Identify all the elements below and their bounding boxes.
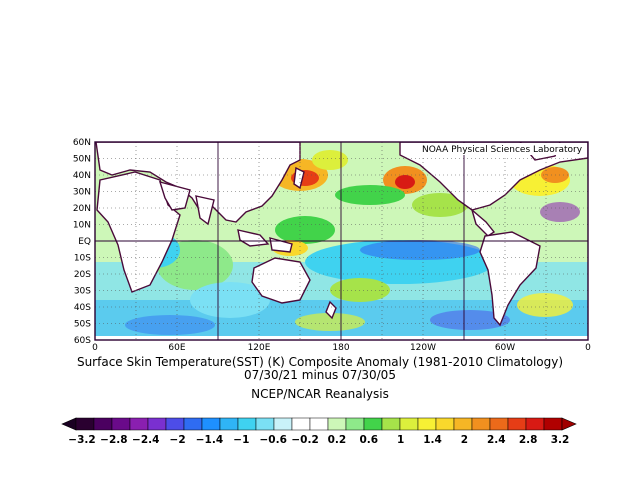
- colorbar-label: 0.2: [328, 434, 347, 446]
- colorbar-swatch: [507, 417, 527, 431]
- colorbar-label: 0.6: [359, 434, 378, 446]
- lon-tick: 0: [585, 343, 591, 353]
- map-frame: [94, 141, 589, 341]
- graticule: [95, 142, 588, 340]
- lat-tick: 60S: [74, 336, 91, 346]
- landmasses: [95, 142, 588, 340]
- lat-tick: 60N: [73, 138, 91, 148]
- colorbar-swatch: [453, 417, 473, 431]
- colorbar-swatch: [471, 417, 491, 431]
- colorbar: −3.2 −2.8 −2.4 −2 −1.4 −1 −0.6 −0.2 0.2 0.6 1 1.4 2 2…: [61, 417, 577, 446]
- lon-tick: 120E: [248, 343, 271, 353]
- lat-tick: 30S: [74, 287, 91, 297]
- colorbar-swatch: [345, 417, 365, 431]
- caption-source: NCEP/NCAR Reanalysis: [251, 387, 389, 401]
- lon-tick: 60E: [168, 343, 185, 353]
- lon-tick: 0: [92, 343, 98, 353]
- colorbar-swatch: [525, 417, 545, 431]
- lat-tick: 10S: [74, 254, 91, 264]
- colorbar-swatch: [417, 417, 437, 431]
- lon-tick: 180: [332, 343, 349, 353]
- colorbar-label: −2: [170, 434, 186, 446]
- lat-axis: 60N 50N 40N 30N 20N 10N EQ 10S 20S 30S 4…: [73, 138, 91, 346]
- colorbar-swatch: [165, 417, 185, 431]
- lon-axis: 0 60E 120E 180 120W 60W 0: [92, 343, 591, 353]
- colorbar-label: 2.8: [519, 434, 538, 446]
- lat-tick: 50S: [74, 320, 91, 330]
- lat-tick: EQ: [78, 237, 91, 247]
- colorbar-swatch: [291, 417, 311, 431]
- colorbar-label: 2: [461, 434, 468, 446]
- lat-tick: 50N: [73, 155, 91, 165]
- colorbar-swatch: [237, 417, 257, 431]
- colorbar-swatch: [399, 417, 419, 431]
- credit-label: NOAA Physical Sciences Laboratory: [422, 145, 583, 155]
- lat-tick: 20S: [74, 270, 91, 280]
- caption-title: Surface Skin Temperature(SST) (K) Compos…: [76, 355, 564, 369]
- lat-tick: 20N: [73, 204, 91, 214]
- lat-tick: 40S: [74, 303, 91, 313]
- colorbar-label: −0.6: [259, 434, 286, 446]
- colorbar-label: −0.2: [291, 434, 318, 446]
- colorbar-swatch: [489, 417, 509, 431]
- caption-dates: 07/30/21 minus 07/30/05: [244, 368, 396, 382]
- colorbar-swatch: [93, 417, 113, 431]
- colorbar-swatch: [255, 417, 275, 431]
- colorbar-label: 2.4: [487, 434, 506, 446]
- colorbar-label: −3.2: [68, 434, 95, 446]
- colorbar-swatch: [147, 417, 167, 431]
- colorbar-swatch: [363, 417, 383, 431]
- credit-box: [418, 143, 586, 155]
- colorbar-swatch: [543, 417, 563, 431]
- lat-tick: 10N: [73, 221, 91, 231]
- colorbar-label: 1.4: [423, 434, 442, 446]
- colorbar-label: 1: [397, 434, 404, 446]
- colorbar-swatch: [273, 417, 293, 431]
- colorbar-swatch: [309, 417, 329, 431]
- colorbar-label: 3.2: [551, 434, 570, 446]
- colorbar-label: −1.4: [196, 434, 223, 446]
- colorbar-label: −2.8: [100, 434, 127, 446]
- lat-tick: 40N: [73, 171, 91, 181]
- lon-tick: 120W: [410, 343, 436, 353]
- colorbar-max-arrow: [561, 417, 577, 431]
- colorbar-swatch: [219, 417, 239, 431]
- colorbar-swatch: [75, 417, 95, 431]
- lon-tick: 60W: [495, 343, 515, 353]
- colorbar-label: −1: [233, 434, 249, 446]
- colorbar-swatch: [435, 417, 455, 431]
- colorbar-swatch: [201, 417, 221, 431]
- colorbar-swatch: [129, 417, 149, 431]
- colorbar-label: −2.4: [132, 434, 159, 446]
- colorbar-swatch: [111, 417, 131, 431]
- colorbar-swatch: [183, 417, 203, 431]
- lat-tick: 30N: [73, 188, 91, 198]
- major-gridlines: [95, 142, 588, 340]
- colorbar-min-arrow: [61, 417, 77, 431]
- colorbar-swatch: [327, 417, 347, 431]
- colorbar-swatch: [381, 417, 401, 431]
